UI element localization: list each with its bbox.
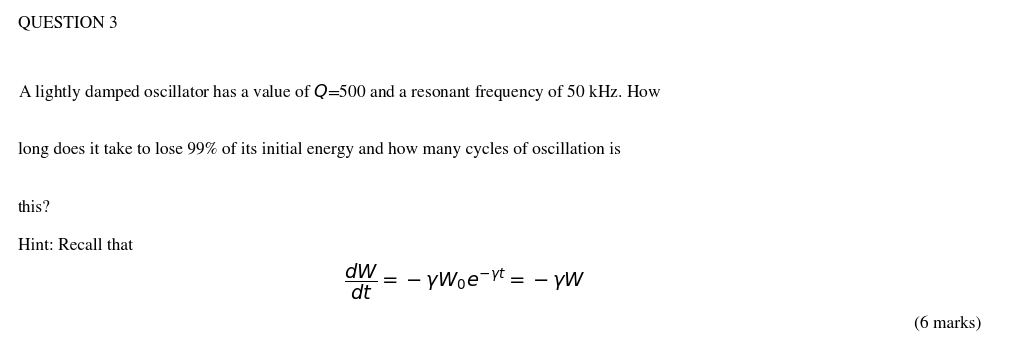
Text: this?: this? (18, 200, 50, 216)
Text: (6 marks): (6 marks) (914, 316, 982, 332)
Text: Hint: Recall that: Hint: Recall that (18, 238, 133, 254)
Text: QUESTION 3: QUESTION 3 (18, 15, 118, 31)
Text: long does it take to lose 99% of its initial energy and how many cycles of oscil: long does it take to lose 99% of its ini… (18, 142, 621, 158)
Text: $\dfrac{dW}{dt} = -\gamma W_0 e^{-\gamma t} = -\gamma W$: $\dfrac{dW}{dt} = -\gamma W_0 e^{-\gamma… (343, 262, 586, 302)
Text: A lightly damped oscillator has a value of $Q$=500 and a resonant frequency of 5: A lightly damped oscillator has a value … (18, 82, 662, 103)
